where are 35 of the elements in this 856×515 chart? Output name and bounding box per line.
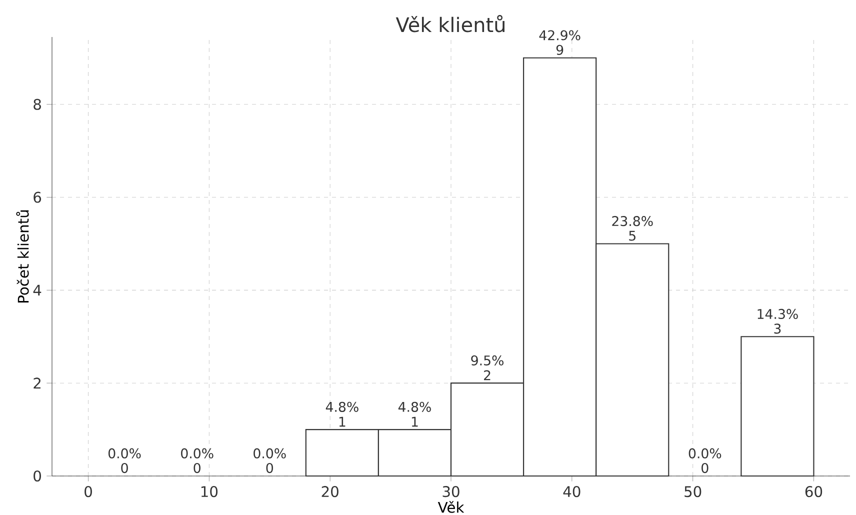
annotation: 4.8%	[398, 402, 431, 412]
x-tick-label: 50	[684, 486, 702, 498]
x-tick-label: 60	[805, 486, 822, 498]
data-label: 0	[194, 462, 200, 474]
annotation: 42.9%	[539, 30, 580, 40]
y-tick-label: 6	[34, 192, 42, 203]
annotation: 9.5%	[471, 355, 504, 366]
y-tick-label: 8	[34, 98, 41, 110]
data-label: 5	[629, 230, 636, 241]
annotation: 0.0%	[181, 448, 214, 458]
y-tick-label: 0	[34, 470, 41, 482]
x-tick-label: 10	[201, 486, 218, 498]
x-tick-label: 20	[322, 486, 338, 498]
data-label: 3	[774, 324, 781, 334]
data-label: 2	[484, 370, 490, 380]
y-tick-label: 2	[34, 378, 40, 389]
data-label: 1	[339, 416, 346, 427]
y-tick-label: 4	[33, 284, 42, 296]
annotation: 0.0%	[688, 448, 722, 458]
annotation: 0.0%	[108, 448, 141, 458]
data-label: 0	[266, 462, 274, 474]
y-axis-title: Počet klientů	[16, 210, 29, 302]
x-axis-title: Věk	[438, 500, 464, 513]
annotation: 14.3%	[758, 308, 798, 320]
data-label: 1	[412, 416, 418, 427]
data-label: 0	[121, 462, 128, 474]
annotation: 4.8%	[326, 402, 358, 412]
x-tick-label: 0	[84, 486, 92, 498]
data-label: 9	[556, 44, 564, 55]
x-tick-label: 30	[442, 486, 460, 498]
data-label: 0	[702, 462, 708, 474]
x-tick-label: 40	[563, 486, 580, 498]
annotation: 23.8%	[612, 216, 653, 226]
chart-title: Věk klientů	[396, 15, 504, 32]
annotation: 0.0%	[254, 448, 286, 458]
